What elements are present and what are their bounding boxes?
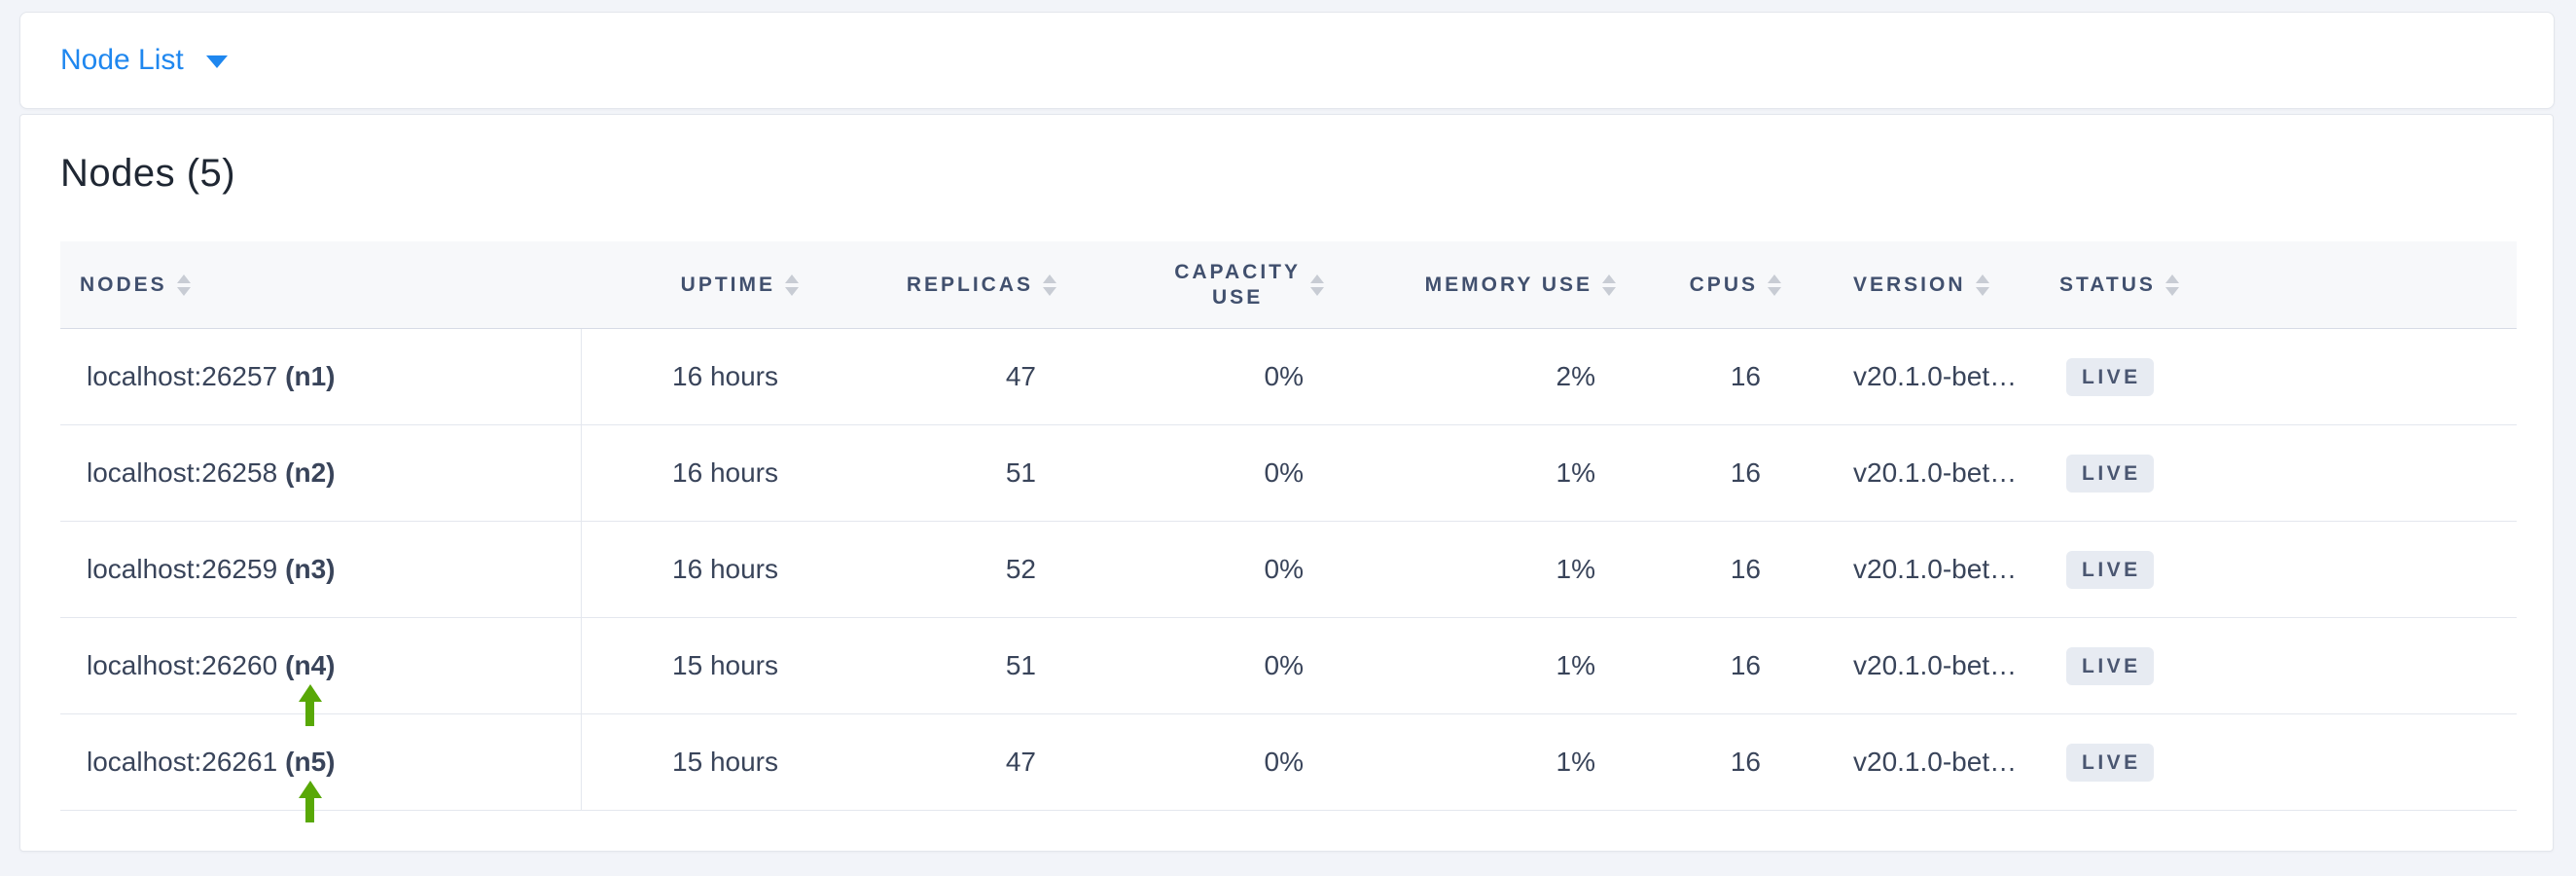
cpus-cell: 16 <box>1730 361 1761 391</box>
uptime-cell: 16 hours <box>672 554 778 584</box>
annotation-arrow-icon <box>298 781 322 822</box>
replicas-cell: 47 <box>1005 747 1036 777</box>
node-id: (n4) <box>285 650 335 726</box>
status-cell: LIVE <box>2054 522 2517 617</box>
status-cell: LIVE <box>2054 618 2517 713</box>
sort-icon <box>1975 274 1989 296</box>
node-link[interactable]: localhost:26258 (n2) <box>60 425 582 521</box>
view-selector-dropdown[interactable]: Node List <box>60 44 228 77</box>
table-row: localhost:26259 (n3) 16 hours 52 0% 1% 1… <box>60 522 2517 618</box>
nodes-table: NODES UPTIME REPLICAS CAPACITY USE MEMORY… <box>60 241 2517 822</box>
status-badge: LIVE <box>2066 646 2154 685</box>
sort-icon <box>2165 274 2179 296</box>
table-row: localhost:26261 (n5) 15 hours 47 0% 1% 1… <box>60 714 2517 822</box>
table-header-row: NODES UPTIME REPLICAS CAPACITY USE MEMORY… <box>60 241 2517 329</box>
node-link[interactable]: localhost:26259 (n3) <box>60 522 582 617</box>
memory-use-cell: 1% <box>1556 650 1595 680</box>
memory-use-cell: 1% <box>1556 554 1595 584</box>
column-header-capacity-use[interactable]: CAPACITY USE <box>1086 241 1353 328</box>
replicas-cell: 52 <box>1005 554 1036 584</box>
sort-icon <box>1602 274 1616 296</box>
cpus-cell: 16 <box>1730 554 1761 584</box>
node-id: (n5) <box>285 747 335 822</box>
replicas-cell: 47 <box>1005 361 1036 391</box>
nodes-card: Nodes (5) NODES UPTIME REPLICAS CAPACITY… <box>19 114 2554 852</box>
node-link[interactable]: localhost:26257 (n1) <box>60 329 582 424</box>
sort-icon <box>1768 274 1781 296</box>
column-header-nodes[interactable]: NODES <box>60 241 582 328</box>
column-header-replicas[interactable]: REPLICAS <box>828 241 1086 328</box>
status-badge: LIVE <box>2066 454 2154 493</box>
uptime-cell: 15 hours <box>672 650 778 680</box>
status-badge: LIVE <box>2066 357 2154 396</box>
page-title: Nodes (5) <box>60 152 236 195</box>
sort-icon <box>1043 274 1056 296</box>
capacity-use-cell: 0% <box>1264 554 1304 584</box>
cpus-cell: 16 <box>1730 457 1761 488</box>
sort-icon <box>176 274 191 296</box>
capacity-use-cell: 0% <box>1264 747 1304 777</box>
uptime-cell: 16 hours <box>672 361 778 391</box>
version-cell: v20.1.0-bet… <box>1853 650 2018 680</box>
column-header-uptime[interactable]: UPTIME <box>582 241 828 328</box>
status-cell: LIVE <box>2054 425 2517 521</box>
column-header-status[interactable]: STATUS <box>2054 241 2517 328</box>
sort-icon <box>785 274 799 296</box>
column-header-version[interactable]: VERSION <box>1810 241 2054 328</box>
replicas-cell: 51 <box>1005 650 1036 680</box>
capacity-use-cell: 0% <box>1264 361 1304 391</box>
memory-use-cell: 1% <box>1556 747 1595 777</box>
uptime-cell: 16 hours <box>672 457 778 488</box>
caret-down-icon <box>205 55 228 68</box>
version-cell: v20.1.0-bet… <box>1853 457 2018 488</box>
table-row: localhost:26260 (n4) 15 hours 51 0% 1% 1… <box>60 618 2517 726</box>
replicas-cell: 51 <box>1005 457 1036 488</box>
status-badge: LIVE <box>2066 743 2154 782</box>
node-id: (n1) <box>285 361 336 391</box>
version-cell: v20.1.0-bet… <box>1853 554 2018 584</box>
table-row: localhost:26257 (n1) 16 hours 47 0% 2% 1… <box>60 329 2517 425</box>
view-selector-bar: Node List <box>19 12 2555 109</box>
memory-use-cell: 2% <box>1556 361 1595 391</box>
view-selector-label: Node List <box>60 44 184 76</box>
memory-use-cell: 1% <box>1556 457 1595 488</box>
node-id: (n2) <box>285 457 336 488</box>
version-cell: v20.1.0-bet… <box>1853 361 2018 391</box>
status-cell: LIVE <box>2054 329 2517 424</box>
uptime-cell: 15 hours <box>672 747 778 777</box>
cpus-cell: 16 <box>1730 650 1761 680</box>
status-cell: LIVE <box>2054 714 2517 810</box>
column-header-memory-use[interactable]: MEMORY USE <box>1353 241 1645 328</box>
column-header-cpus[interactable]: CPUS <box>1645 241 1810 328</box>
version-cell: v20.1.0-bet… <box>1853 747 2018 777</box>
node-id: (n3) <box>285 554 336 584</box>
status-badge: LIVE <box>2066 550 2154 589</box>
cpus-cell: 16 <box>1730 747 1761 777</box>
sort-icon <box>1310 274 1324 296</box>
node-link[interactable]: localhost:26261 (n5) <box>60 714 582 822</box>
table-row: localhost:26258 (n2) 16 hours 51 0% 1% 1… <box>60 425 2517 522</box>
node-link[interactable]: localhost:26260 (n4) <box>60 618 582 726</box>
capacity-use-cell: 0% <box>1264 650 1304 680</box>
capacity-use-cell: 0% <box>1264 457 1304 488</box>
